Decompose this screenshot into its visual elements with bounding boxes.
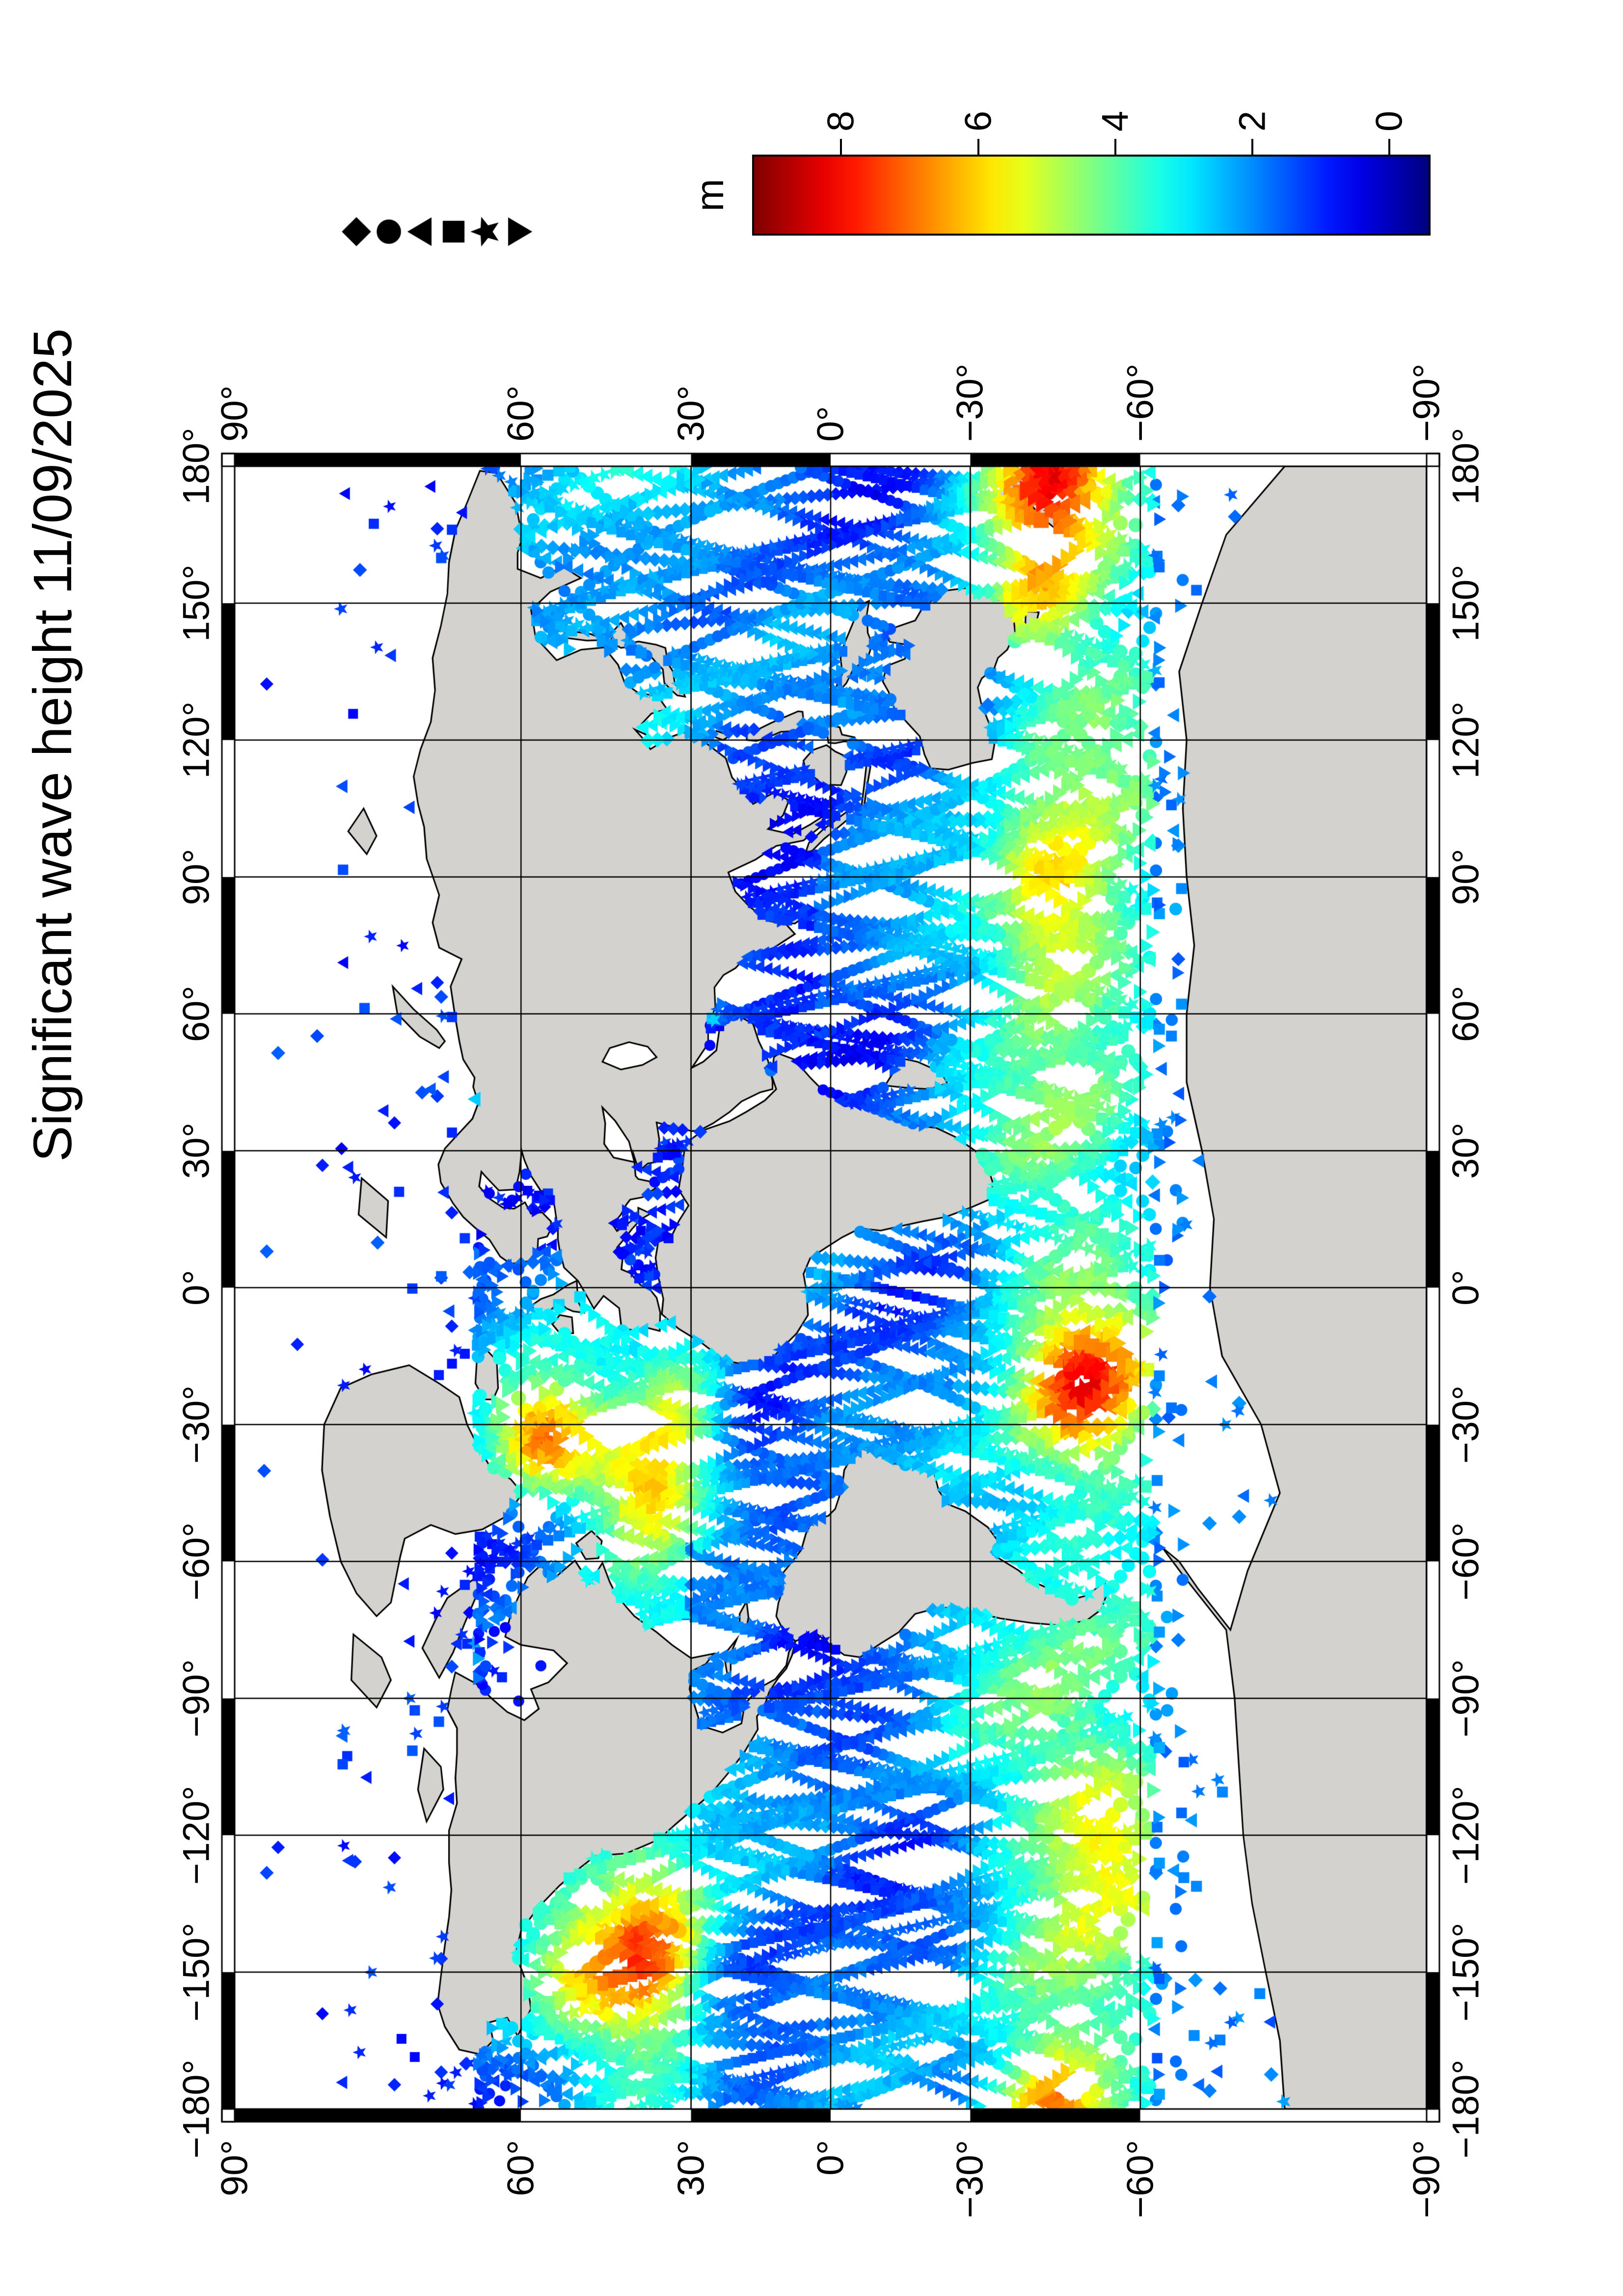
lon-tick-label-top: 120° — [175, 701, 217, 779]
lon-tick-label-top: −120° — [175, 1786, 217, 1885]
lat-tick-label-left: 90° — [214, 2140, 256, 2196]
lon-tick-label-top: −150° — [175, 1922, 217, 2022]
lon-tick-label-bottom: −60° — [1445, 1522, 1487, 1601]
colorbar-tick — [1388, 139, 1391, 155]
legend-row: Sentinel-3A — [404, 28, 439, 254]
lon-tick-label-bottom: −150° — [1445, 1922, 1487, 2022]
colorbar-unit-label: m — [688, 179, 731, 212]
plot-title: Significant wave height 11/09/2025 — [23, 328, 83, 1162]
lat-tick-label-right: −30° — [949, 363, 991, 442]
lon-tick-label-bottom: −180° — [1445, 2059, 1487, 2159]
lon-tick-label-top: −90° — [175, 1659, 217, 1737]
lat-tick-label-left: −90° — [1406, 2140, 1448, 2218]
lat-tick-label-left: −30° — [949, 2140, 991, 2218]
colorbar-tick — [1114, 139, 1116, 155]
lon-tick-label-bottom: 30° — [1445, 1122, 1487, 1179]
lon-tick-label-top: 180° — [175, 427, 217, 505]
legend-circle-icon — [371, 214, 406, 249]
lon-tick-label-top: 60° — [175, 986, 217, 1042]
lon-tick-label-bottom: 0° — [1445, 1270, 1487, 1306]
lat-tick-label-left: 0° — [810, 2140, 852, 2176]
lon-tick-label-top: −60° — [175, 1522, 217, 1601]
colorbar-gradient — [752, 155, 1431, 236]
lon-tick-label-bottom: 90° — [1445, 849, 1487, 906]
lon-tick-label-bottom: −90° — [1445, 1659, 1487, 1737]
lat-tick-label-right: 90° — [214, 385, 256, 442]
colorbar-tick-label: 4 — [1094, 110, 1136, 132]
legend-square-icon — [436, 214, 471, 249]
legend-row: Sentinel-6 — [501, 28, 536, 254]
lat-tick-label-left: −60° — [1119, 2140, 1162, 2218]
legend-row: Jason-3 — [371, 28, 406, 254]
lon-tick-label-bottom: 60° — [1445, 986, 1487, 1042]
lat-tick-label-right: 30° — [670, 385, 712, 442]
colorbar-tick-label: 8 — [820, 110, 862, 132]
lat-tick-label-right: 60° — [500, 385, 542, 442]
colorbar-tick-label: 2 — [1231, 110, 1273, 132]
lon-tick-label-top: −30° — [175, 1385, 217, 1464]
lon-tick-label-top: 90° — [175, 849, 217, 906]
lon-tick-label-bottom: −120° — [1445, 1786, 1487, 1885]
lon-tick-label-bottom: 150° — [1445, 564, 1487, 642]
lat-tick-label-right: 0° — [810, 406, 852, 442]
colorbar-tick-label: 0 — [1368, 110, 1410, 132]
lon-tick-label-top: 150° — [175, 564, 217, 642]
lat-tick-label-right: −60° — [1119, 363, 1162, 442]
lat-tick-label-left: 30° — [670, 2140, 712, 2196]
legend-row: SARAL — [468, 28, 504, 254]
lon-tick-label-bottom: 180° — [1445, 427, 1487, 505]
lon-tick-label-bottom: 120° — [1445, 701, 1487, 779]
colorbar-tick — [977, 139, 979, 155]
lon-tick-label-top: 30° — [175, 1122, 217, 1179]
legend-diamond-icon — [339, 214, 374, 249]
lon-tick-label-bottom: −30° — [1445, 1385, 1487, 1464]
lon-tick-label-top: −180° — [175, 2059, 217, 2159]
colorbar-tick — [1251, 139, 1254, 155]
lon-tick-label-top: 0° — [175, 1270, 217, 1306]
colorbar-tick-label: 6 — [957, 110, 1000, 132]
legend-star-icon — [468, 214, 504, 249]
lat-tick-label-left: 60° — [500, 2140, 542, 2196]
legend-triangle-up-icon — [404, 214, 439, 249]
legend-triangle-down-icon — [501, 214, 536, 249]
lat-tick-label-right: −90° — [1406, 363, 1448, 442]
legend-row: Cryosat-2 — [339, 28, 374, 254]
colorbar-tick — [840, 139, 842, 155]
legend-row: Sentinel-3B — [436, 28, 471, 254]
